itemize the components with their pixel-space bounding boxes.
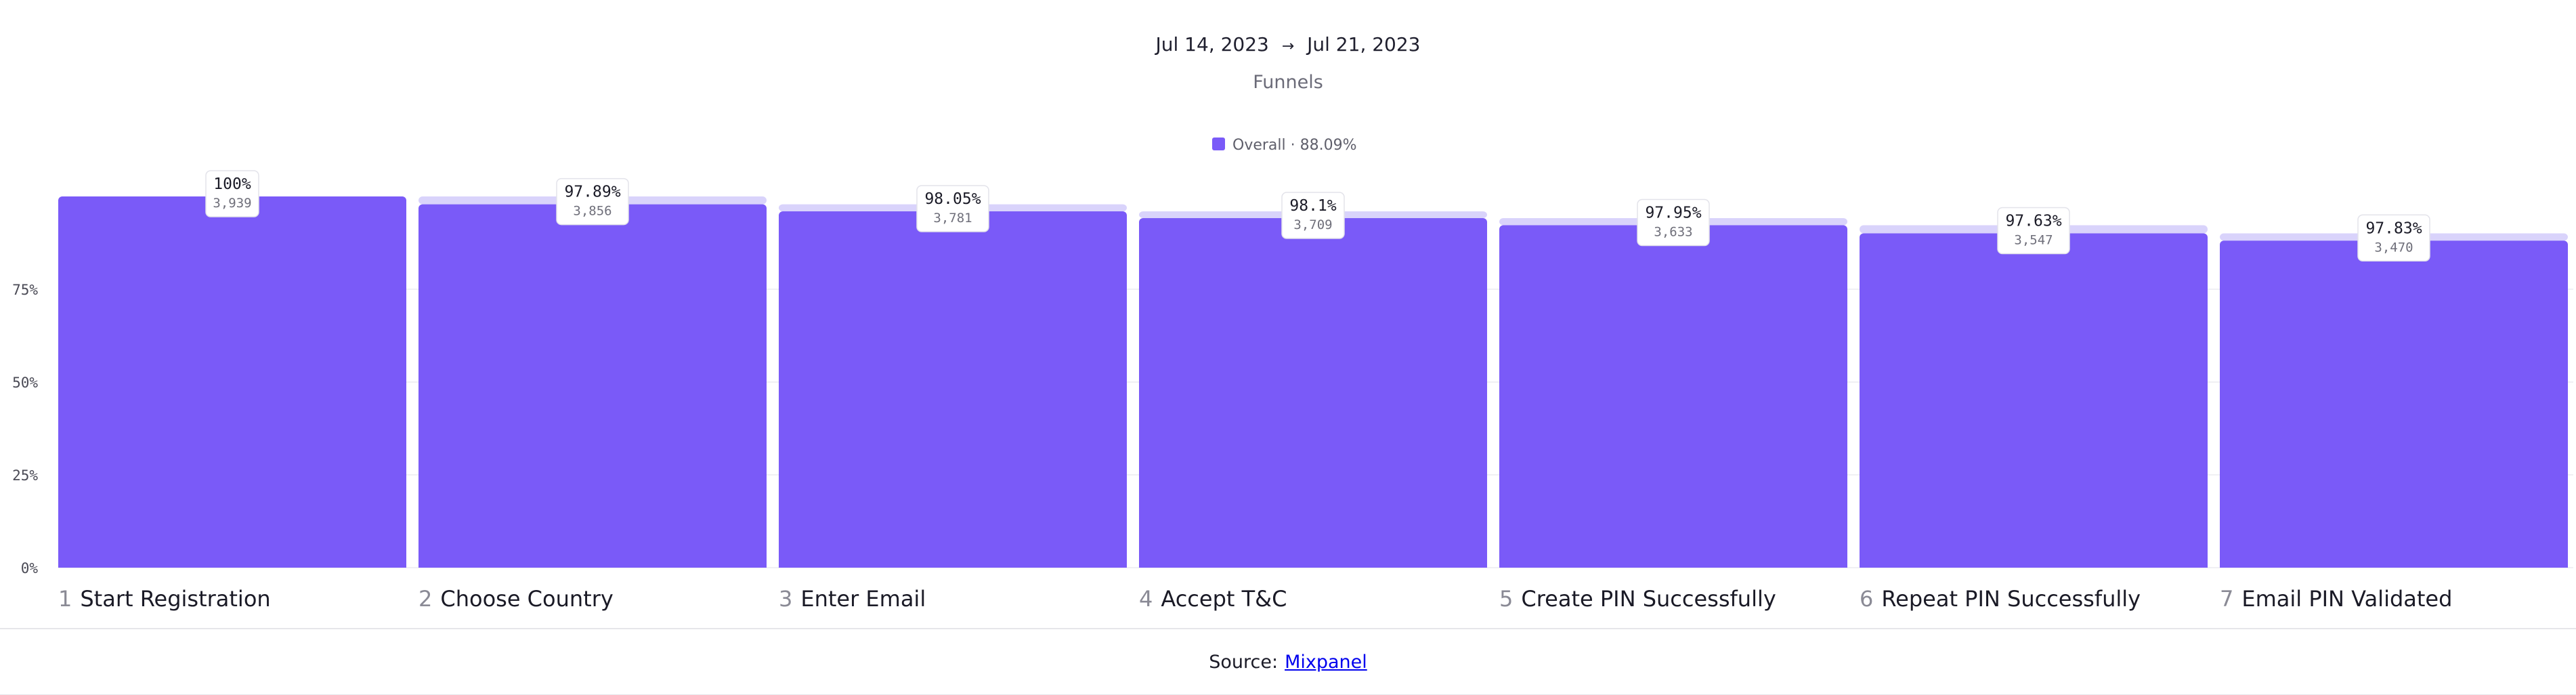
data-label-box: [1281, 192, 1345, 239]
step-name: Start Registration: [80, 586, 270, 612]
step-conversion-label: 97.89%: [564, 184, 620, 201]
data-label-box: [205, 170, 259, 217]
x-category-label: 5 Create PIN Successfully: [1499, 586, 1776, 612]
funnel-step[interactable]: 97.95% 3,633: [1499, 198, 1847, 568]
funnel-step[interactable]: 97.63% 3,547: [1860, 207, 2208, 568]
arrow-icon: →: [1282, 38, 1294, 55]
step-number: 1: [58, 586, 72, 612]
data-label-box: [1997, 207, 2070, 255]
data-label-box: [916, 185, 989, 232]
x-axis-labels: 1 Start Registration 2 Choose Country 3 Enter…: [58, 586, 2452, 612]
legend-swatch: [1212, 138, 1225, 150]
step-number: 2: [418, 586, 432, 612]
y-tick-label: 50%: [12, 375, 38, 391]
step-name: Accept T&C: [1161, 586, 1287, 612]
step-conversion-label: 97.83%: [2365, 219, 2422, 237]
step-number: 6: [1860, 586, 1873, 612]
funnel-step[interactable]: 100% 3,939: [58, 170, 406, 568]
funnel-step[interactable]: 97.83% 3,470: [2220, 214, 2568, 568]
x-category-label: 6 Repeat PIN Successfully: [1860, 586, 2141, 612]
y-tick-label: 25%: [12, 467, 38, 484]
conversion-bar[interactable]: [1139, 218, 1487, 568]
step-conversion-label: 97.95%: [1645, 205, 1701, 222]
funnel-step[interactable]: 97.89% 3,856: [418, 177, 767, 568]
data-label-box: [1637, 198, 1710, 247]
x-category-label: 3 Enter Email: [779, 586, 926, 612]
date-range: Jul 14, 2023 → Jul 21, 2023: [1155, 33, 1421, 56]
step-count-label: 3,547: [2014, 233, 2053, 248]
bar-base: [58, 564, 406, 568]
funnel-chart: Jul 14, 2023 → Jul 21, 2023 Funnels Over…: [12, 33, 2573, 612]
step-count-label: 3,939: [213, 196, 251, 211]
chart-subtitle: Funnels: [1253, 72, 1323, 93]
y-tick-label: 75%: [12, 282, 38, 298]
bar-base: [2220, 564, 2568, 568]
date-start: Jul 14, 2023: [1155, 33, 1269, 56]
y-tick-label: 0%: [21, 560, 39, 576]
step-name: Choose Country: [440, 586, 613, 612]
step-number: 4: [1139, 586, 1153, 612]
source-prefix: Source:: [1209, 651, 1279, 673]
x-category-label: 1 Start Registration: [58, 586, 271, 612]
data-label-box: [556, 177, 629, 226]
step-name: Email PIN Validated: [2241, 586, 2452, 612]
step-name: Enter Email: [800, 586, 926, 612]
step-conversion-label: 97.63%: [2005, 213, 2061, 230]
step-number: 5: [1499, 586, 1513, 612]
funnel-step[interactable]: 98.05% 3,781: [779, 185, 1127, 568]
step-number: 7: [2220, 586, 2233, 612]
step-count-label: 3,709: [1293, 217, 1332, 232]
step-conversion-label: 100%: [213, 175, 251, 193]
y-axis: 0% 25% 50% 75%: [12, 282, 38, 576]
step-count-label: 3,781: [933, 211, 972, 226]
data-label-box: [2357, 214, 2430, 262]
bar-base: [418, 564, 767, 568]
step-count-label: 3,856: [573, 204, 611, 219]
step-name: Create PIN Successfully: [1521, 586, 1776, 612]
conversion-bar[interactable]: [1499, 225, 1847, 568]
bar-base: [1139, 564, 1487, 568]
source-footer: Source: Mixpanel: [0, 628, 2576, 695]
conversion-bar[interactable]: [1860, 233, 2208, 568]
x-category-label: 4 Accept T&C: [1139, 586, 1287, 612]
step-count-label: 3,470: [2374, 240, 2413, 255]
bar-base: [1499, 564, 1847, 568]
bar-base: [779, 564, 1127, 568]
funnel-step[interactable]: 98.1% 3,709: [1139, 192, 1487, 568]
source-link[interactable]: Mixpanel: [1285, 651, 1367, 673]
legend-label: Overall · 88.09%: [1232, 137, 1357, 154]
step-count-label: 3,633: [1654, 225, 1692, 240]
x-category-label: 2 Choose Country: [418, 586, 614, 612]
conversion-bar[interactable]: [418, 204, 767, 568]
step-name: Repeat PIN Successfully: [1881, 586, 2141, 612]
step-conversion-label: 98.1%: [1289, 197, 1336, 215]
step-number: 3: [779, 586, 792, 612]
step-conversion-label: 98.05%: [924, 190, 981, 208]
bars: 100% 3,939 97.89% 3,856 98.05% 3,781 98.1% 3,70…: [58, 170, 2568, 568]
legend[interactable]: Overall · 88.09%: [1212, 137, 1357, 154]
bar-base: [1860, 564, 2208, 568]
conversion-bar[interactable]: [779, 211, 1127, 568]
date-end: Jul 21, 2023: [1306, 33, 1420, 56]
conversion-bar[interactable]: [58, 196, 406, 568]
conversion-bar[interactable]: [2220, 240, 2568, 568]
x-category-label: 7 Email PIN Validated: [2220, 586, 2452, 612]
